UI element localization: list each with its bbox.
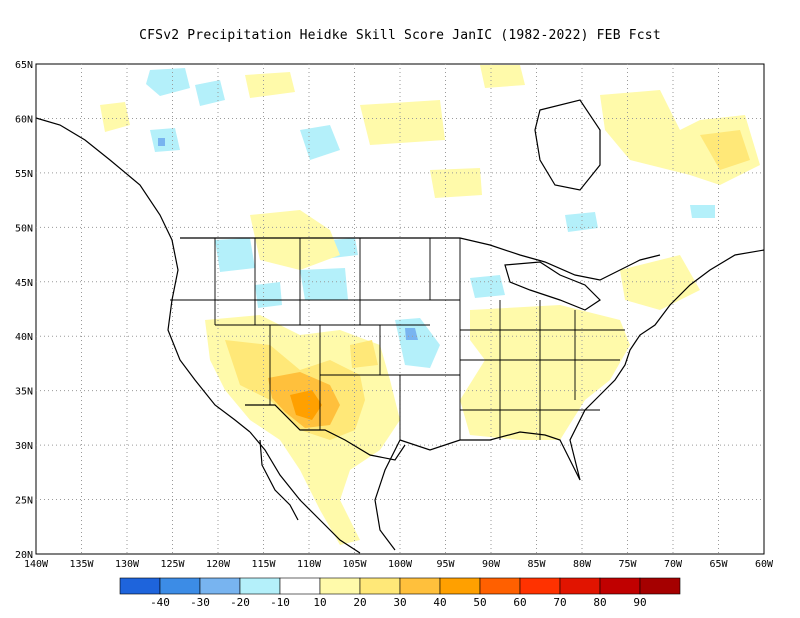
lat-tick-label: 25N (15, 496, 33, 507)
colorbar-label: 60 (513, 596, 526, 609)
lon-tick-label: 105W (342, 559, 367, 570)
neg-skill-area (300, 125, 340, 160)
colorbar-swatch (519, 577, 561, 595)
state-boundaries (170, 238, 625, 440)
colorbar-swatch (399, 577, 441, 595)
lon-tick-label: 120W (206, 559, 231, 570)
lat-tick-label: 65N (15, 60, 33, 71)
colorbar-label: -20 (230, 596, 250, 609)
colorbar-swatch (319, 577, 361, 595)
colorbar-swatch (639, 577, 681, 595)
pos-skill-area (250, 210, 340, 270)
lat-tick-label: 35N (15, 387, 33, 398)
lon-tick-label: 110W (297, 559, 322, 570)
lon-tick-label: 65W (709, 559, 728, 570)
neg-skill-area (690, 205, 715, 218)
pos-skill-area-50 (290, 390, 322, 420)
coastline-west (35, 117, 251, 433)
lat-tick-label: 55N (15, 169, 33, 180)
colorbar-swatch (559, 577, 601, 595)
lat-tick-label: 40N (15, 332, 33, 343)
map-title: CFSv2 Precipitation Heidke Skill Score J… (139, 28, 661, 43)
lon-tick-label: 75W (618, 559, 637, 570)
colorbar-label: -40 (150, 596, 170, 609)
lon-tick-label: 95W (436, 559, 455, 570)
coastline-mexico-west (249, 431, 361, 554)
pos-skill-area-30 (350, 340, 378, 368)
neg-skill-area (146, 68, 190, 96)
lon-tick-label: 90W (482, 559, 501, 570)
colorbar-label: 40 (433, 596, 446, 609)
pos-skill-area (460, 305, 630, 440)
colorbar-swatch (359, 577, 401, 595)
neg-skill-area-darker (158, 138, 165, 146)
pos-skill-area (480, 65, 525, 88)
coastline-mexico-east (374, 439, 401, 551)
boundaries (35, 99, 765, 554)
neg-skill-area (565, 212, 598, 232)
neg-skill-area (195, 80, 225, 106)
us-canada-border (180, 237, 661, 281)
colorbar-label: 70 (553, 596, 566, 609)
longitude-labels: 140W 135W 130W 125W 120W 115W 110W 105W 100W 95W 9… (24, 559, 774, 570)
colorbar-swatch (239, 577, 281, 595)
pos-skill-area (430, 168, 482, 198)
pos-skill-area-30 (700, 130, 750, 170)
lon-tick-label: 80W (573, 559, 592, 570)
lon-tick-label: 60W (755, 559, 774, 570)
colorbar-label: -30 (190, 596, 210, 609)
lat-tick-label: 30N (15, 441, 33, 452)
colorbar-swatch (119, 577, 161, 595)
lon-tick-label: 140W (24, 559, 49, 570)
colorbar-swatch (279, 577, 321, 595)
neg-skill-area (470, 275, 505, 298)
colorbar-label: 30 (393, 596, 406, 609)
pos-skill-area (245, 72, 295, 98)
neg-skill-area (215, 238, 255, 272)
lat-tick-label: 45N (15, 278, 33, 289)
lat-tick-label: 20N (15, 550, 33, 561)
lat-tick-label: 60N (15, 114, 33, 125)
lon-tick-label: 100W (388, 559, 413, 570)
lon-tick-label: 130W (115, 559, 140, 570)
colorbar-swatch (599, 577, 641, 595)
lon-tick-label: 70W (664, 559, 683, 570)
colorbar-swatch (199, 577, 241, 595)
us-mexico-border (245, 404, 406, 461)
lon-tick-label: 135W (69, 559, 94, 570)
skill-shading (100, 65, 760, 545)
colorbar-label: 20 (353, 596, 366, 609)
lat-tick-label: 50N (15, 223, 33, 234)
colorbar-label: 50 (473, 596, 486, 609)
great-lakes (504, 261, 601, 311)
colorbar-label: -10 (270, 596, 290, 609)
neg-skill-area (255, 282, 282, 308)
colorbar-label: 90 (633, 596, 646, 609)
pos-skill-area (100, 102, 130, 132)
colorbar-swatch (479, 577, 521, 595)
colorbar-swatch (159, 577, 201, 595)
coastline-gulf (399, 249, 765, 481)
colorbar: -40 -30 -20 -10 10 20 30 40 50 60 70 80 90 (119, 577, 681, 609)
baja-peninsula (259, 439, 299, 521)
lon-tick-label: 115W (251, 559, 276, 570)
colorbar-swatch (439, 577, 481, 595)
pos-skill-area (620, 255, 700, 310)
neg-skill-area-darker (405, 328, 418, 340)
colorbar-label: 80 (593, 596, 606, 609)
lon-tick-label: 85W (527, 559, 546, 570)
hudson-bay (534, 99, 601, 191)
neg-skill-area (300, 268, 348, 300)
latitude-labels: 65N 60N 55N 50N 45N 40N 35N 30N 25N 20N (15, 60, 33, 561)
colorbar-label: 10 (313, 596, 326, 609)
pos-skill-area (360, 100, 445, 145)
lon-tick-label: 125W (160, 559, 185, 570)
